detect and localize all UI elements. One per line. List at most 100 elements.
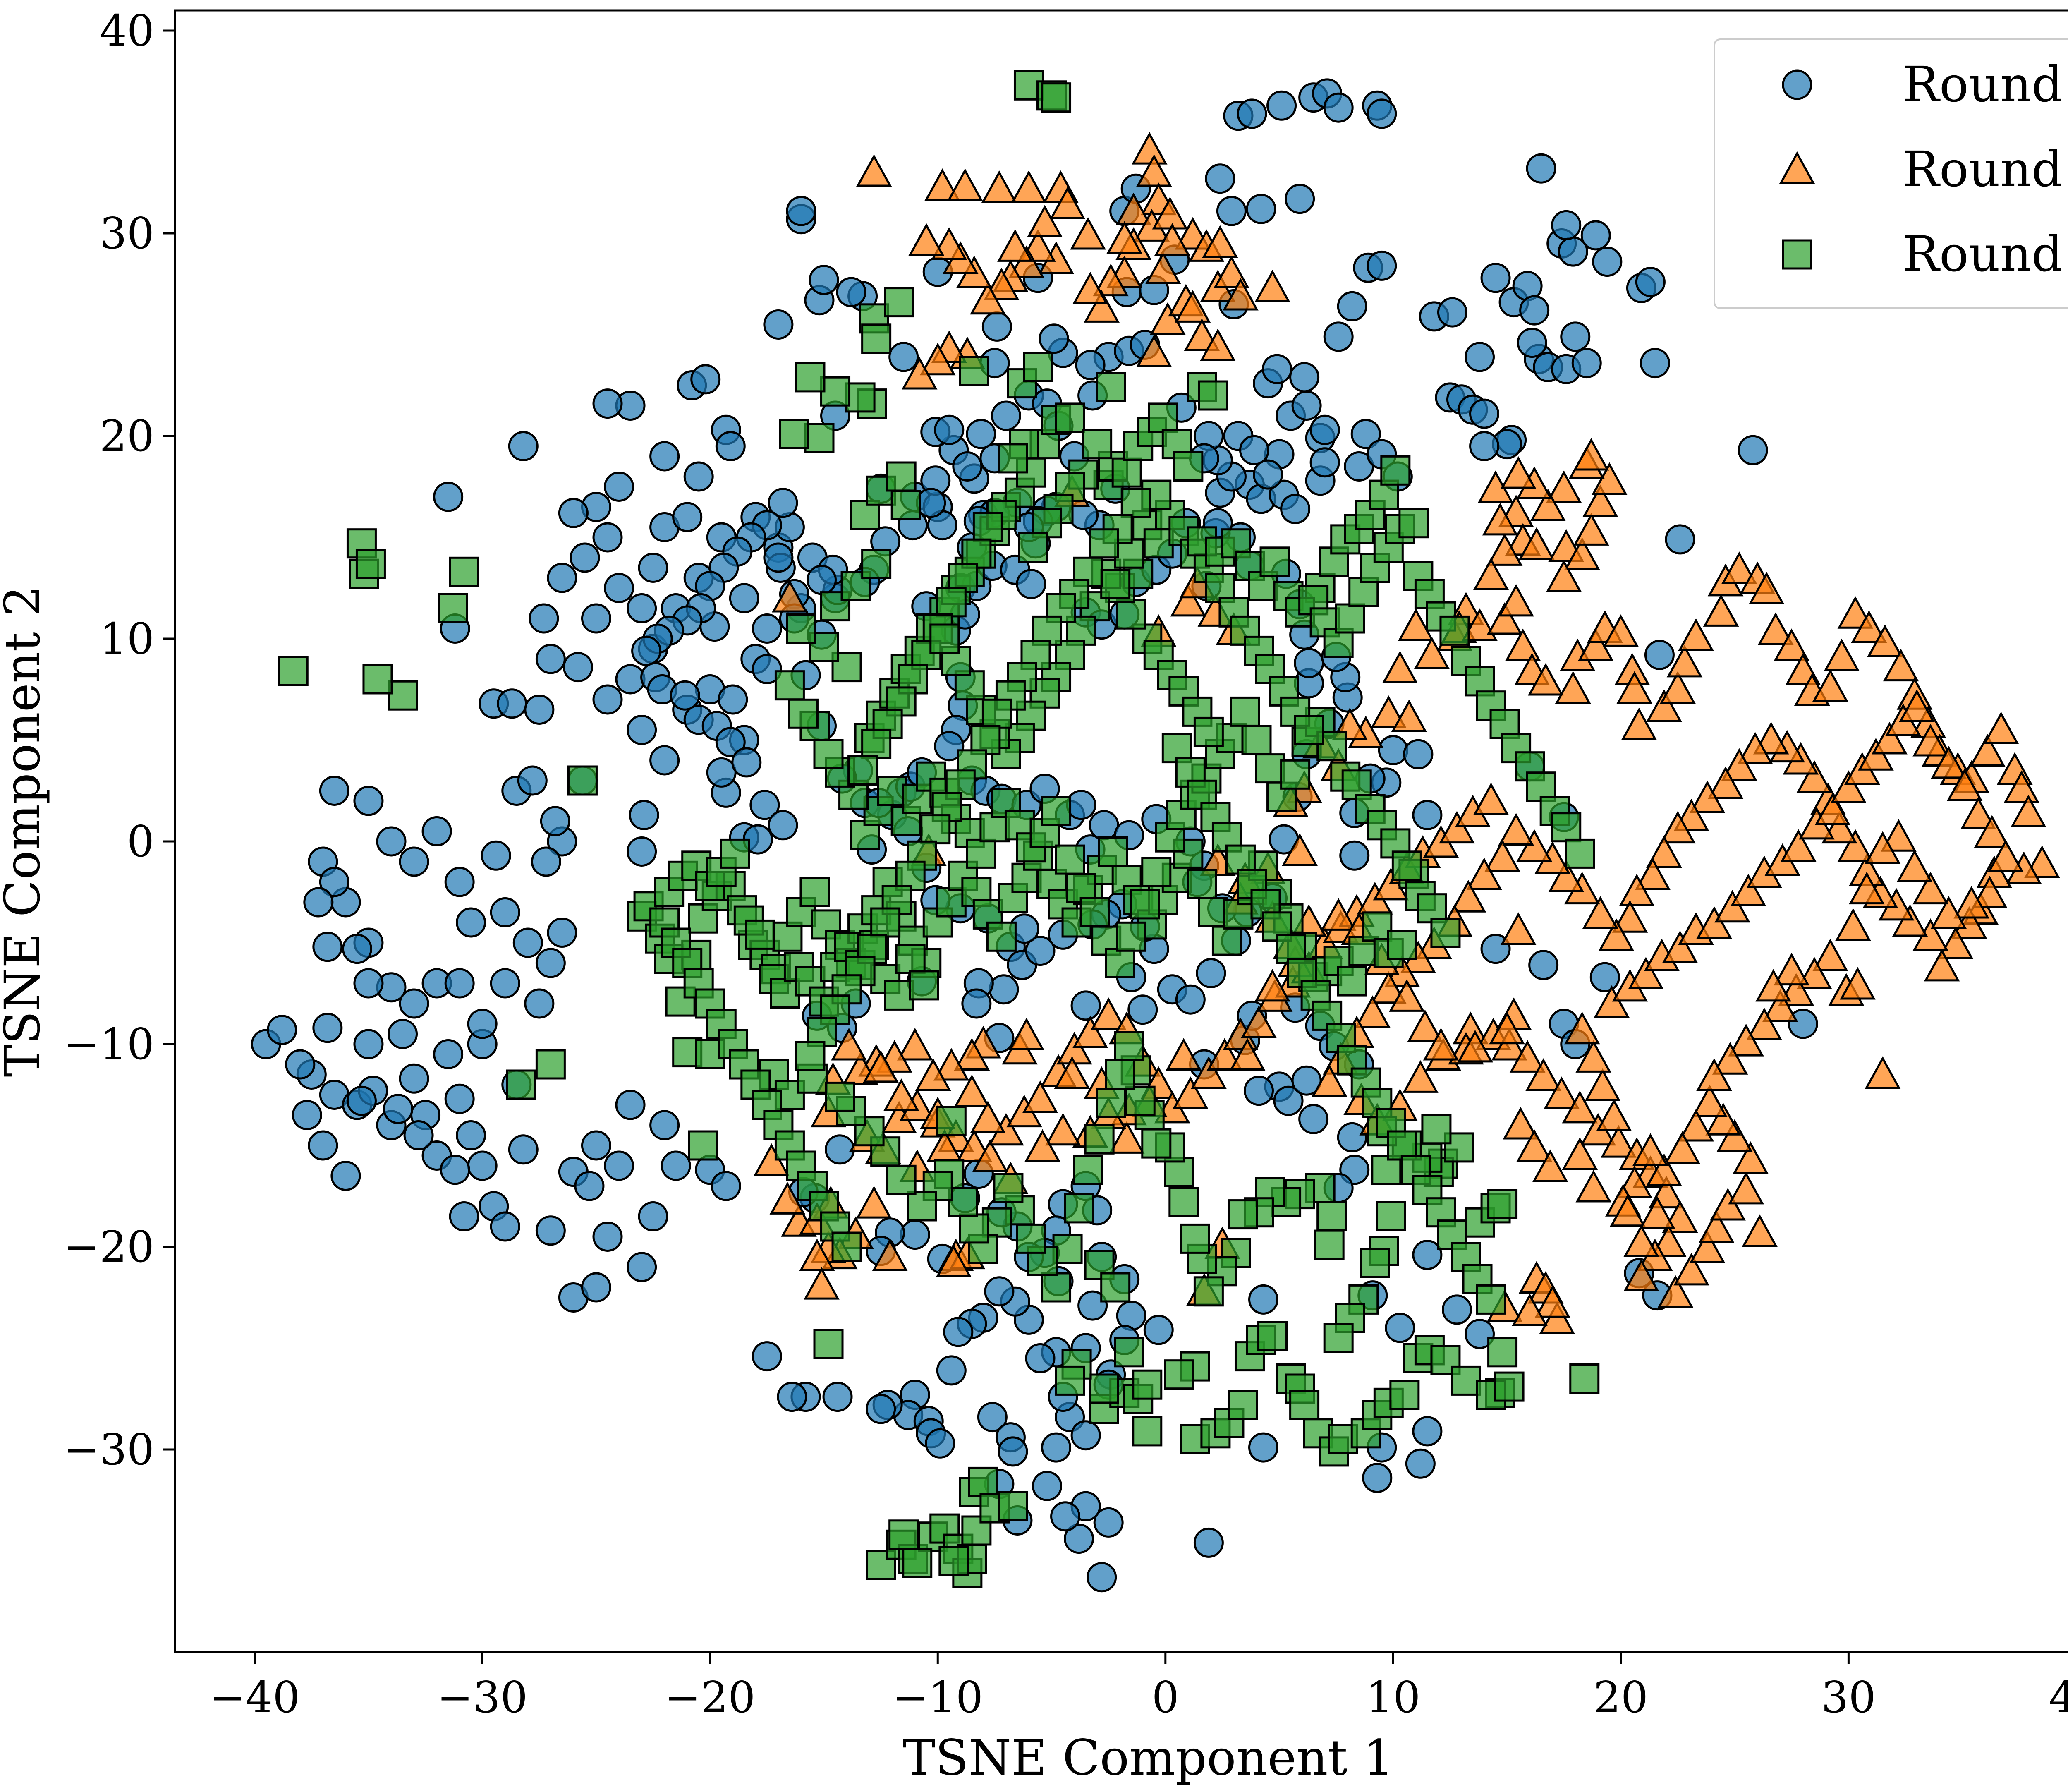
data-point [1912,872,1948,905]
data-point [490,968,520,999]
data-point [1812,939,1848,971]
data-point [948,1187,978,1217]
data-point [1762,989,1798,1022]
data-point [1316,731,1347,762]
data-point [342,934,372,964]
data-point [1851,610,1887,643]
data-point [1127,994,1158,1025]
data-point [1193,1276,1224,1307]
data-point [1582,896,1618,929]
data-point [1525,1058,1561,1091]
data-point [592,388,623,419]
data-point [1228,1390,1258,1420]
data-point [1008,245,1045,278]
data-point [1311,1064,1348,1097]
data-point [1282,833,1318,866]
data-point [661,1150,691,1181]
data-point [1666,644,1703,678]
legend-label: Round 1 [1903,56,2068,113]
data-point [292,1100,322,1130]
data-point [1575,1169,1612,1203]
data-point [1055,844,1085,875]
data-point [1512,1293,1548,1326]
data-point [592,684,623,715]
data-point [399,1063,429,1094]
data-point [1114,1031,1144,1061]
data-point [399,988,429,1019]
data-point [1644,640,1675,670]
data-point [1678,1109,1714,1142]
data-point [1025,936,1056,966]
legend-item: Round 1 [1782,56,2068,113]
data-point [1370,971,1407,1004]
data-point [886,461,917,492]
data-point [1703,594,1739,627]
data-point [524,988,555,1019]
data-point [1323,321,1354,352]
data-point [688,1130,718,1161]
data-point [856,154,892,187]
data-point [1309,414,1340,445]
data-point [831,1231,862,1262]
data-point [1969,734,2006,767]
data-point [670,680,700,711]
data-point [813,739,844,769]
data-point [1049,187,1086,219]
data-point [1544,1076,1580,1109]
data-point [986,921,1017,952]
data-point [991,400,1021,431]
data-point [888,1519,919,1550]
data-point [1562,1090,1598,1124]
data-point [1423,1028,1459,1061]
y-axis-label: TSNE Component 2 [0,585,51,1077]
data-point [531,846,561,877]
data-point [968,1466,998,1497]
data-point [1814,793,1851,826]
data-point [1665,524,1695,555]
data-point [954,1074,990,1107]
data-point [799,877,830,907]
data-point [1378,735,1408,765]
x-tick-label: −10 [893,1672,983,1723]
data-point [1055,402,1085,433]
y-tick-label: 20 [100,411,154,461]
series-round-3 [278,70,1600,1588]
data-point [715,431,746,461]
data-point [1840,967,1876,1000]
data-point [1714,890,1750,923]
data-point [1239,435,1269,465]
data-point [1355,995,1391,1028]
data-point [813,1329,844,1359]
data-point [1016,1223,1046,1254]
data-point [822,1382,853,1412]
data-point [861,323,892,354]
data-point [2003,770,2040,803]
data-point [1230,696,1260,727]
data-point [497,688,527,719]
data-point [1500,912,1537,945]
data-point [993,1173,1024,1203]
data-point [1131,132,1168,165]
data-point [1509,1040,1546,1073]
data-point [1662,930,1698,963]
data-point [1041,1272,1072,1303]
data-point [433,1039,464,1069]
data-point [1105,1059,1135,1090]
data-point [919,343,956,376]
data-point [1246,194,1276,224]
data-point [1837,829,1874,862]
data-point [592,522,623,553]
data-point [1291,391,1322,421]
data-point [1473,557,1509,590]
data-point [1149,302,1186,335]
data-point [1145,251,1181,284]
data-point [355,549,386,579]
data-point [1316,1201,1347,1231]
data-point [1253,459,1283,490]
data-point [920,814,951,845]
data-point [1011,170,1047,203]
data-point [1248,1432,1279,1463]
data-point [1532,1149,1568,1182]
data-point [421,816,452,846]
legend-item: Round 2 [1779,141,2068,198]
